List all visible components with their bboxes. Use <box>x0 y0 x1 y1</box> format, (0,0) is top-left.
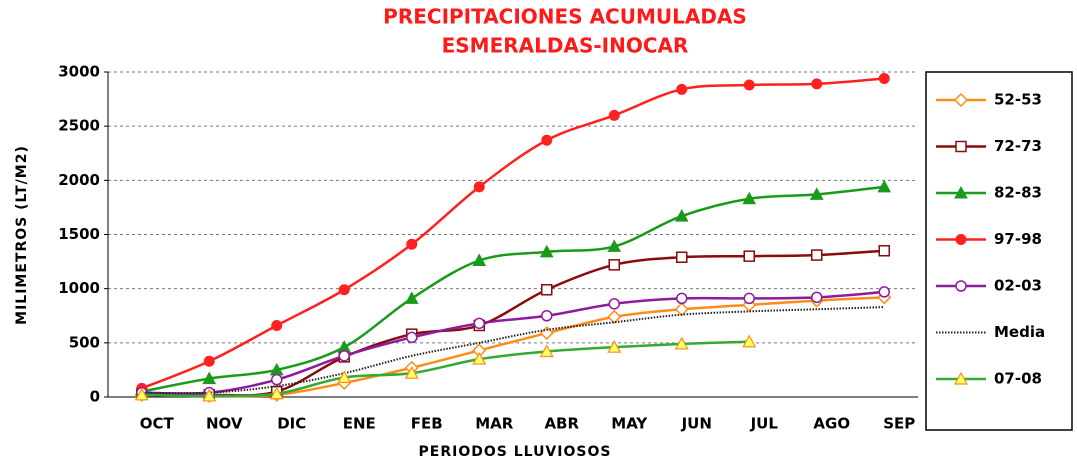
series-line <box>141 296 885 398</box>
x-tick-label: MAR <box>475 415 514 433</box>
marker <box>541 134 553 146</box>
x-tick-label: FEB <box>411 415 443 433</box>
legend-label: 72-73 <box>994 137 1042 155</box>
marker <box>541 310 553 322</box>
marker <box>541 284 553 296</box>
marker <box>674 209 689 222</box>
series-line <box>141 290 885 395</box>
marker <box>608 298 620 310</box>
marker <box>203 355 215 367</box>
marker <box>954 185 968 199</box>
x-tick-label: DIC <box>277 415 306 433</box>
marker <box>742 334 757 348</box>
marker <box>337 370 352 384</box>
legend-label: 07-08 <box>994 370 1042 388</box>
y-tick-label: 1500 <box>58 225 100 243</box>
marker <box>404 365 419 379</box>
y-tick-label: 3000 <box>58 63 100 81</box>
marker <box>472 351 487 365</box>
x-tick-label: JUN <box>681 415 712 433</box>
series-line <box>141 185 885 393</box>
marker <box>607 239 622 252</box>
marker <box>404 291 419 304</box>
marker <box>607 339 622 353</box>
marker <box>953 371 969 385</box>
marker <box>271 320 283 331</box>
legend-label: 97-98 <box>994 230 1042 248</box>
marker <box>674 336 689 350</box>
x-tick-label: OCT <box>140 415 175 433</box>
marker <box>676 251 688 263</box>
x-tick-label: MAY <box>611 415 648 433</box>
legend-label: 02-03 <box>994 277 1042 295</box>
legend-label: 52-53 <box>994 91 1042 109</box>
marker <box>338 284 350 296</box>
marker <box>473 317 485 330</box>
x-tick-label: ABR <box>544 415 579 433</box>
marker <box>953 92 969 108</box>
y-tick-label: 1000 <box>58 279 100 297</box>
series-line <box>141 249 885 397</box>
marker <box>811 78 823 90</box>
legend-label: Media <box>994 323 1045 341</box>
marker <box>472 253 487 266</box>
y-tick-label: 500 <box>69 333 100 351</box>
marker <box>539 326 554 341</box>
x-tick-label: AGO <box>813 415 850 433</box>
marker <box>608 259 620 271</box>
marker <box>877 179 892 193</box>
marker <box>955 140 967 153</box>
marker <box>811 249 823 261</box>
x-tick-label: ENE <box>343 415 376 433</box>
marker <box>607 309 622 324</box>
marker <box>676 292 688 305</box>
series-line <box>141 306 885 395</box>
x-tick-label: SEP <box>883 415 915 433</box>
marker <box>608 109 620 121</box>
marker <box>809 187 824 200</box>
y-tick-label: 2000 <box>58 171 100 189</box>
legend-label: 82-83 <box>994 184 1042 202</box>
marker <box>878 73 890 84</box>
marker <box>202 388 217 402</box>
marker <box>406 331 418 344</box>
marker <box>406 238 418 250</box>
marker <box>539 244 554 258</box>
marker <box>878 245 890 257</box>
marker <box>269 386 284 400</box>
marker <box>676 83 688 95</box>
marker <box>743 292 755 305</box>
marker <box>134 387 149 401</box>
marker <box>338 350 350 362</box>
marker <box>674 302 689 317</box>
series-line <box>141 340 750 398</box>
x-axis-title: PERIODOS LLUVIOSOS <box>419 444 612 460</box>
marker <box>742 191 757 205</box>
y-axis-title: MILIMETROS (LT/M2) <box>14 145 30 325</box>
y-tick-label: 2500 <box>58 117 100 135</box>
marker <box>878 286 890 298</box>
x-tick-label: NOV <box>206 415 243 433</box>
chart-title: ESMERALDAS-INOCAR <box>442 34 689 58</box>
marker <box>473 181 485 193</box>
marker <box>955 234 967 245</box>
x-tick-label: JUL <box>750 415 779 433</box>
marker <box>202 371 217 385</box>
marker <box>955 280 967 292</box>
marker <box>811 291 823 304</box>
marker <box>743 79 755 91</box>
marker <box>539 344 554 358</box>
marker <box>743 250 755 262</box>
legend-box <box>925 71 1073 431</box>
chart-title: PRECIPITACIONES ACUMULADAS <box>383 5 747 29</box>
y-tick-label: 0 <box>90 388 100 406</box>
marker <box>271 373 283 386</box>
